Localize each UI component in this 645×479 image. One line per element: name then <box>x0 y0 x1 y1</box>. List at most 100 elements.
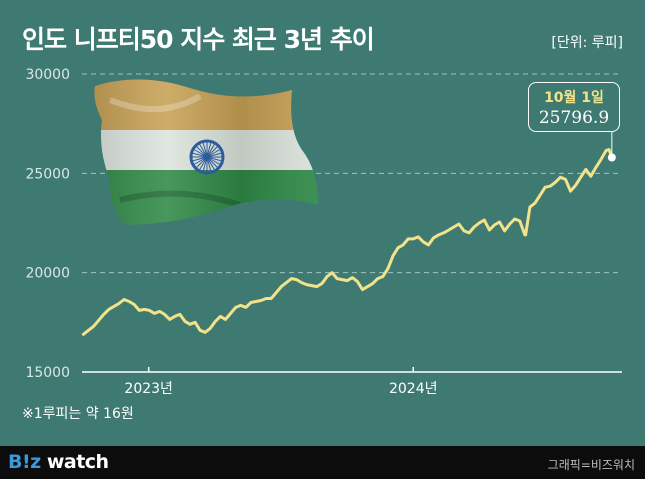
series-point <box>280 285 283 288</box>
series-point <box>483 219 486 221</box>
series-point <box>554 181 557 184</box>
series-point <box>376 277 379 280</box>
series-point <box>189 323 191 326</box>
axis-ticks: 15000 20000 25000 30000 2023년 2024년 <box>25 67 437 397</box>
series-point <box>265 297 267 300</box>
series-point <box>503 230 506 232</box>
series-point <box>123 298 125 301</box>
series-point <box>92 325 95 328</box>
series-point <box>179 313 181 316</box>
series-point <box>524 234 527 236</box>
series-points <box>82 132 616 336</box>
series-point <box>564 178 567 181</box>
series-point <box>290 277 293 280</box>
series-point <box>382 275 384 278</box>
series-point <box>204 331 207 334</box>
series-point <box>579 176 582 179</box>
series-point <box>346 279 349 282</box>
series-point <box>361 288 364 291</box>
x-tick-label: 2023년 <box>124 381 173 397</box>
series-point <box>453 226 455 228</box>
series-point <box>559 176 562 179</box>
series-point <box>442 232 445 234</box>
footnote: ※1루피는 약 16원 <box>22 406 134 422</box>
series-point <box>432 237 435 239</box>
series-point <box>219 315 222 318</box>
series-point <box>305 283 308 286</box>
series-point <box>331 271 333 274</box>
series-point <box>463 230 465 232</box>
series-point <box>488 229 491 231</box>
series-point <box>351 276 354 279</box>
series-point <box>300 281 303 284</box>
y-tick-label: 20000 <box>25 266 70 282</box>
series-point <box>590 175 592 178</box>
series-point <box>402 244 404 246</box>
series-point <box>285 281 288 284</box>
india-flag-image <box>94 79 318 225</box>
series-point <box>118 302 120 305</box>
series-point <box>128 300 130 303</box>
series-point <box>87 329 90 332</box>
series-point <box>153 312 156 315</box>
series-point <box>584 168 587 171</box>
series-point <box>608 148 610 151</box>
series-point <box>138 309 141 312</box>
series-point <box>529 206 531 208</box>
series-point <box>102 313 105 316</box>
series-point <box>229 312 232 315</box>
series-point <box>173 315 176 318</box>
series-point <box>245 306 247 309</box>
series-point <box>544 186 546 189</box>
series-point <box>194 321 196 324</box>
unit-label: [단위: 루피] <box>551 35 623 51</box>
chart-canvas: 15000 20000 25000 30000 2023년 2024년 <box>25 67 622 397</box>
series-point <box>600 158 602 161</box>
bizwatch-logo: B!z watch <box>8 451 109 473</box>
series-point <box>158 310 161 313</box>
latest-value-callout: 10월 1일 25796.9 <box>528 82 620 132</box>
series-point <box>534 202 536 204</box>
graphic-credit: 그래픽=비즈워치 <box>547 458 635 472</box>
series-point <box>574 184 577 187</box>
series-point <box>371 282 374 285</box>
series-point <box>387 267 389 270</box>
series-point <box>224 318 227 321</box>
series-point <box>605 149 607 152</box>
x-tick-label: 2024년 <box>389 381 438 397</box>
y-tick-label: 30000 <box>25 67 70 83</box>
series-point <box>478 222 481 224</box>
series-point <box>397 247 399 249</box>
series-point <box>321 282 323 285</box>
series-point <box>260 299 262 302</box>
series-point <box>508 223 511 225</box>
series-point <box>595 166 597 169</box>
series-point <box>82 333 85 336</box>
series-point <box>336 277 338 280</box>
x-axis <box>82 367 622 373</box>
series-point <box>133 303 135 306</box>
series-point <box>316 285 318 288</box>
series-point <box>458 223 460 225</box>
series-point <box>199 329 201 332</box>
series-point <box>412 238 415 240</box>
callout-date-label: 10월 1일 <box>544 90 604 106</box>
series-point <box>113 305 115 308</box>
footer-bar: B!z watch 그래픽=비즈워치 <box>0 446 645 479</box>
series-point <box>356 280 359 283</box>
series-point <box>270 297 272 300</box>
series-point <box>498 221 501 223</box>
series-point <box>513 218 516 220</box>
series-point <box>108 308 110 311</box>
series-point <box>539 194 541 196</box>
series-point <box>427 244 430 246</box>
series-point <box>295 278 298 281</box>
series-point <box>184 320 186 323</box>
series-point <box>549 185 552 188</box>
series-point <box>493 224 496 226</box>
series-point <box>366 285 369 288</box>
callout-value-label: 25796.9 <box>538 108 610 128</box>
series-point <box>239 304 242 307</box>
series-point <box>234 306 237 309</box>
series-point <box>473 226 475 228</box>
